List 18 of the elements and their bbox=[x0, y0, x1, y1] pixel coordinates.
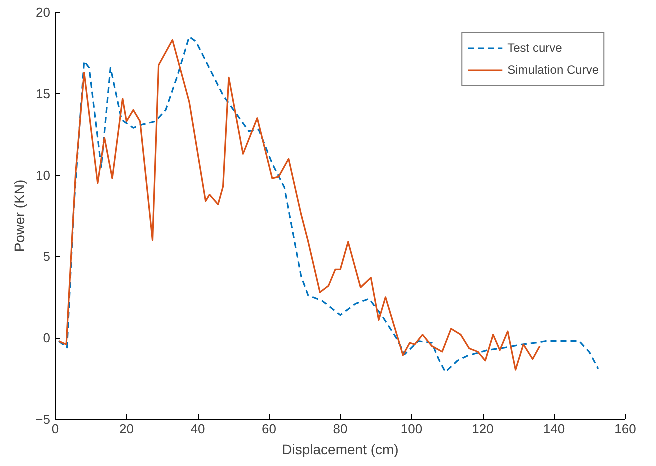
x-tick-label: 20 bbox=[120, 422, 134, 436]
y-tick-label: −5 bbox=[36, 412, 51, 427]
x-tick-label: 40 bbox=[190, 422, 206, 436]
x-tick-label: 140 bbox=[543, 422, 566, 436]
y-tick-label: 15 bbox=[36, 86, 51, 102]
x-axis-title: Displacement (cm) bbox=[282, 442, 399, 458]
legend-label: Test curve bbox=[508, 41, 562, 55]
x-tick-label: 100 bbox=[400, 422, 423, 436]
x-tick-label: 60 bbox=[262, 422, 276, 436]
y-axis-title: Power (KN) bbox=[12, 180, 28, 252]
x-tick-label: 80 bbox=[333, 422, 348, 436]
x-tick-label: 160 bbox=[614, 422, 636, 436]
legend-label: Simulation Curve bbox=[508, 63, 599, 77]
x-tick-label: 120 bbox=[472, 422, 494, 436]
y-tick-label: 0 bbox=[43, 330, 51, 346]
y-tick-label: 10 bbox=[36, 168, 51, 183]
y-tick-label: 5 bbox=[43, 249, 51, 264]
y-tick-label: 20 bbox=[36, 5, 51, 20]
